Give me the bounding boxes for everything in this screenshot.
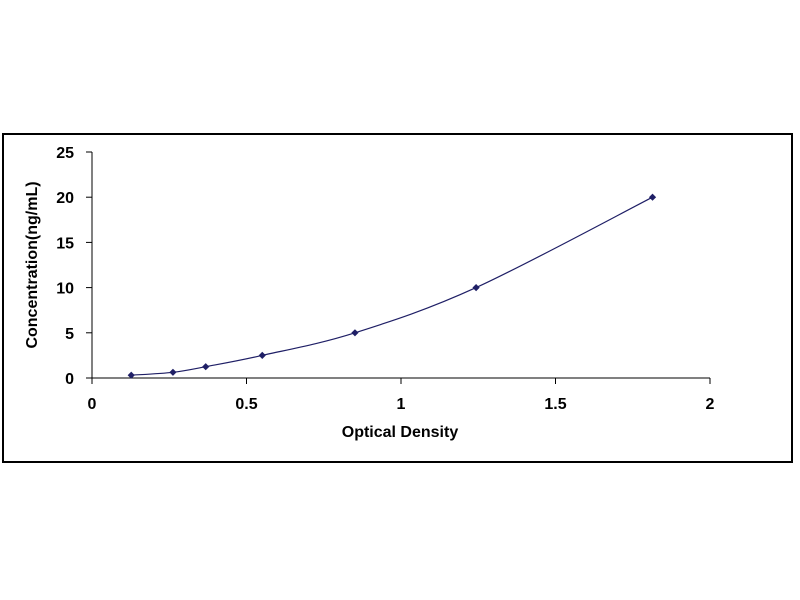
y-tick-label: 0 <box>65 371 74 388</box>
y-tick-label: 25 <box>56 145 74 162</box>
y-axis-title: Concentration(ng/mL) <box>24 181 41 348</box>
y-tick-label: 15 <box>56 235 74 252</box>
y-tick-label: 10 <box>56 281 74 298</box>
data-point-marker <box>258 351 266 359</box>
y-ticks: 0 5 10 15 20 25 <box>56 145 92 388</box>
data-point-marker <box>202 363 210 371</box>
data-point-marker <box>169 368 177 376</box>
x-ticks: 0 0.5 1 1.5 2 <box>88 378 715 413</box>
trend-line <box>131 196 653 376</box>
axes <box>91 152 710 379</box>
data-points <box>127 193 657 379</box>
x-axis-title: Optical Density <box>342 424 459 441</box>
chart-frame <box>2 133 793 463</box>
data-point-marker <box>472 284 480 292</box>
x-tick-label: 1.5 <box>544 396 566 413</box>
data-point-marker <box>648 193 657 201</box>
x-tick-label: 0 <box>88 396 97 413</box>
y-tick-label: 20 <box>56 190 74 207</box>
x-tick-label: 0.5 <box>235 396 257 413</box>
x-tick-label: 1 <box>397 396 406 413</box>
x-tick-label: 2 <box>706 396 715 413</box>
data-point-marker <box>127 371 135 379</box>
y-tick-label: 5 <box>65 326 74 343</box>
data-point-marker <box>351 329 359 337</box>
